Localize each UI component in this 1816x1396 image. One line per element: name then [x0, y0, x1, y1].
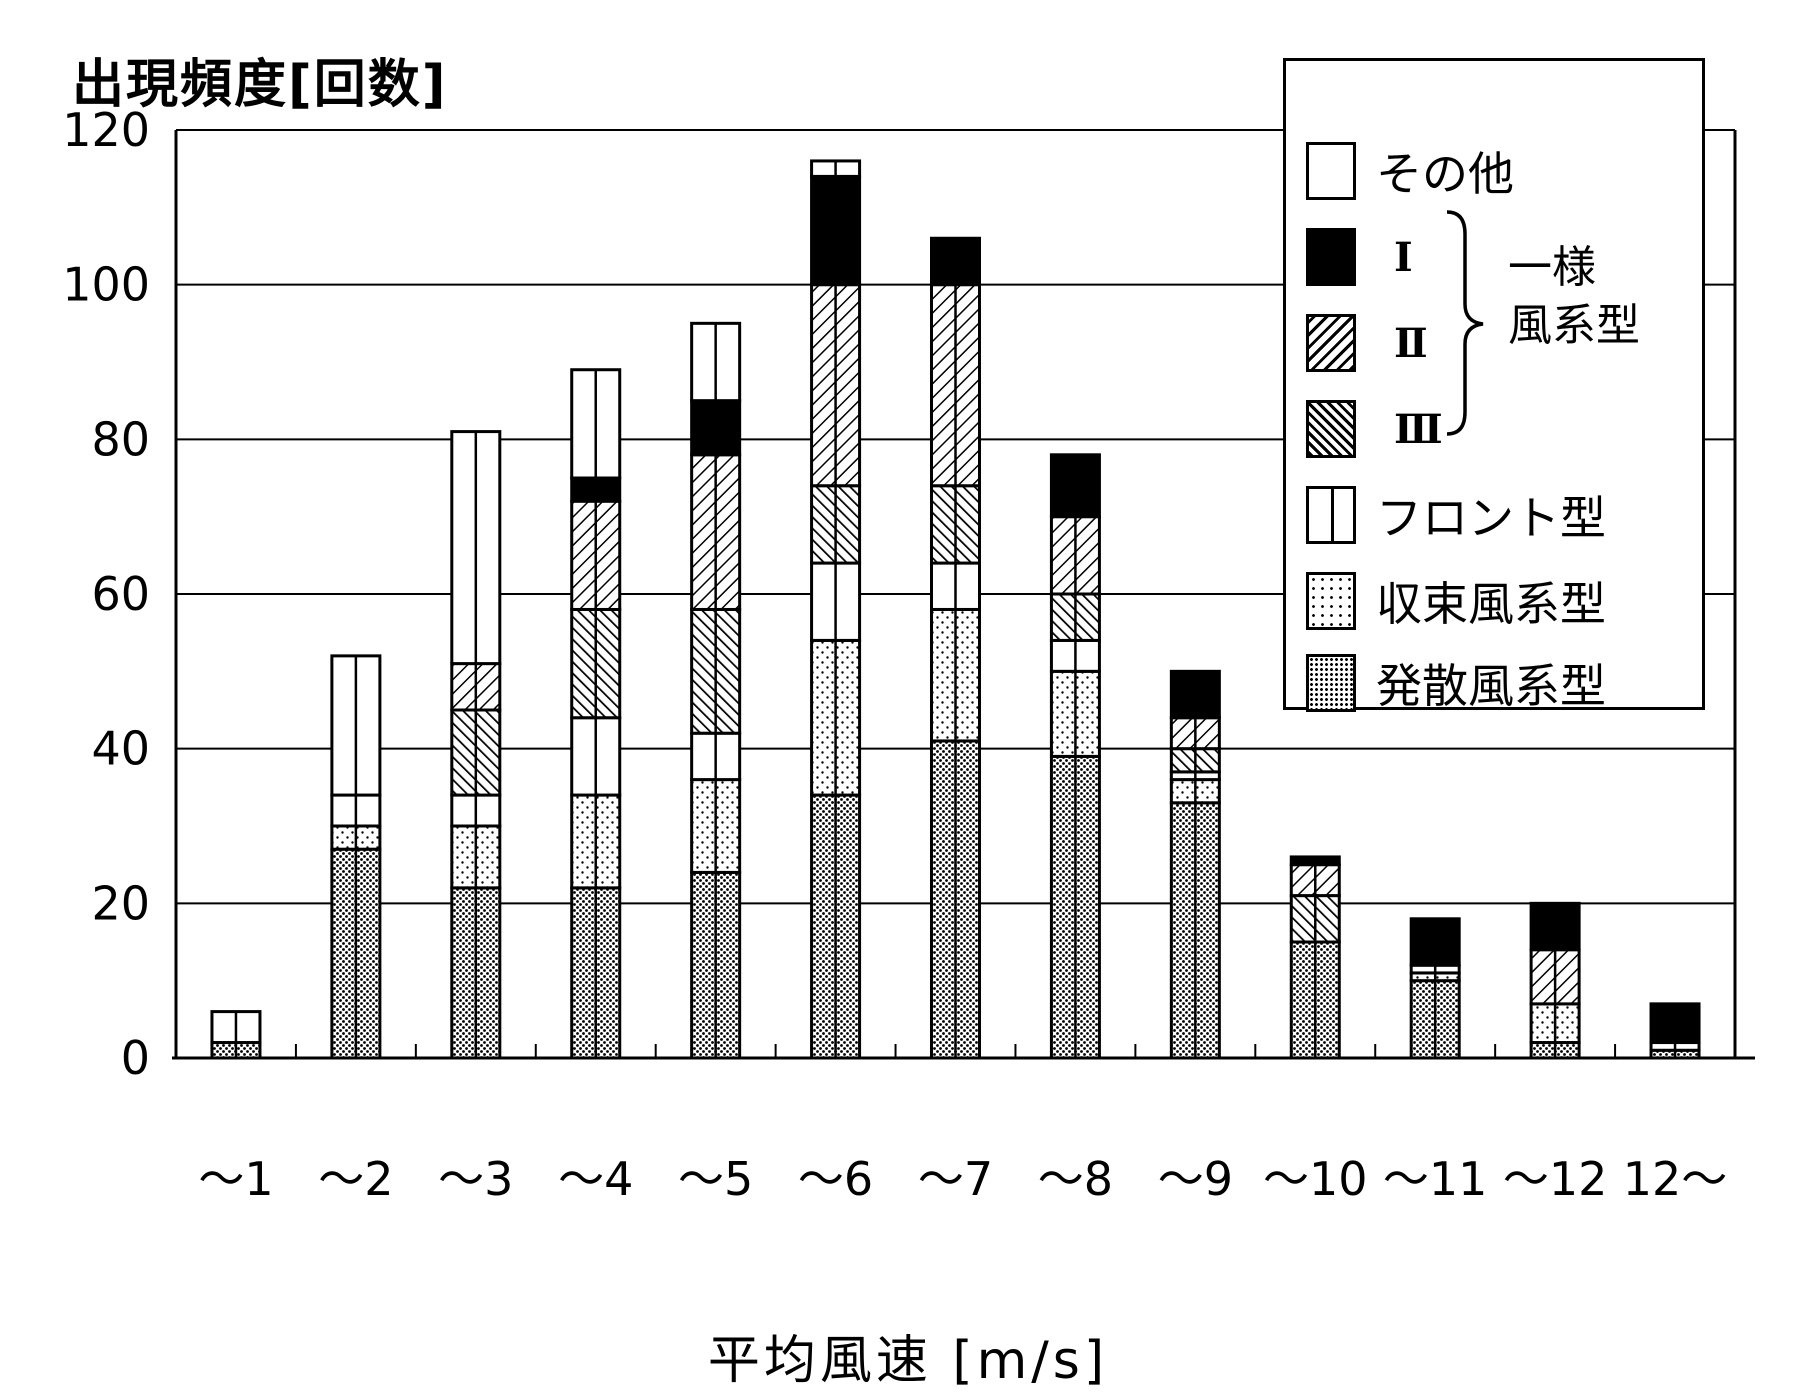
legend-label-type-2: Ⅱ [1394, 319, 1428, 367]
x-tick-label: ～2 [318, 1152, 393, 1206]
x-tick-label: ～1 [198, 1152, 273, 1206]
x-axis-title: 平均風速 [m/s] [707, 1331, 1109, 1391]
legend-item-front: フロント型 [1306, 485, 1606, 545]
x-tick-label: ～3 [438, 1152, 513, 1206]
legend-item-type-2: Ⅱ [1306, 313, 1428, 373]
legend-swatch-divergent [1306, 654, 1356, 712]
legend-brace [1446, 210, 1484, 436]
legend-swatch-type-1 [1306, 228, 1356, 286]
y-axis-title: 出現頻度[回数] [72, 55, 448, 115]
y-tick-label: 0 [121, 1031, 150, 1085]
legend-item-type-1: Ⅰ [1306, 227, 1413, 287]
x-tick-label: ～9 [1158, 1152, 1233, 1206]
x-tick-label: 12～ [1623, 1152, 1728, 1206]
x-tick-label: ～4 [558, 1152, 633, 1206]
legend-group-label-line1: 一様 [1508, 242, 1596, 293]
legend-swatch-front [1306, 486, 1356, 544]
legend: その他 Ⅰ Ⅱ Ⅲ フロント型 収束風系型 発散風系型 一様 風系型 [1283, 58, 1705, 713]
y-tick-label: 100 [62, 258, 150, 312]
legend-label-type-1: Ⅰ [1394, 233, 1413, 281]
legend-label-divergent: 発散風系型 [1376, 659, 1606, 713]
legend-label-convergent: 収束風系型 [1376, 577, 1606, 631]
y-tick-label: 40 [91, 722, 150, 776]
legend-swatch-type-2 [1306, 314, 1356, 372]
legend-group-label-line2: 風系型 [1508, 300, 1640, 351]
legend-swatch-convergent [1306, 572, 1356, 630]
y-tick-label: 120 [62, 103, 150, 157]
legend-swatch-type-3 [1306, 400, 1356, 458]
legend-swatch-sonota [1306, 142, 1356, 200]
legend-label-type-3: Ⅲ [1394, 405, 1443, 453]
x-tick-label: ～11 [1383, 1152, 1488, 1206]
x-tick-label: ～6 [798, 1152, 873, 1206]
x-tick-label: ～7 [918, 1152, 993, 1206]
legend-item-divergent: 発散風系型 [1306, 653, 1606, 713]
y-tick-label: 60 [91, 567, 150, 621]
legend-label-front: フロント型 [1376, 491, 1606, 545]
x-tick-label: ～10 [1263, 1152, 1368, 1206]
legend-item-type-3: Ⅲ [1306, 399, 1443, 459]
legend-label-sonota: その他 [1376, 147, 1514, 201]
x-tick-label: ～5 [678, 1152, 753, 1206]
x-tick-label: ～12 [1503, 1152, 1608, 1206]
y-tick-label: 20 [91, 876, 150, 930]
legend-item-convergent: 収束風系型 [1306, 571, 1606, 631]
legend-item-sonota: その他 [1306, 141, 1514, 201]
x-tick-label: ～8 [1038, 1152, 1113, 1206]
y-tick-label: 80 [91, 412, 150, 466]
